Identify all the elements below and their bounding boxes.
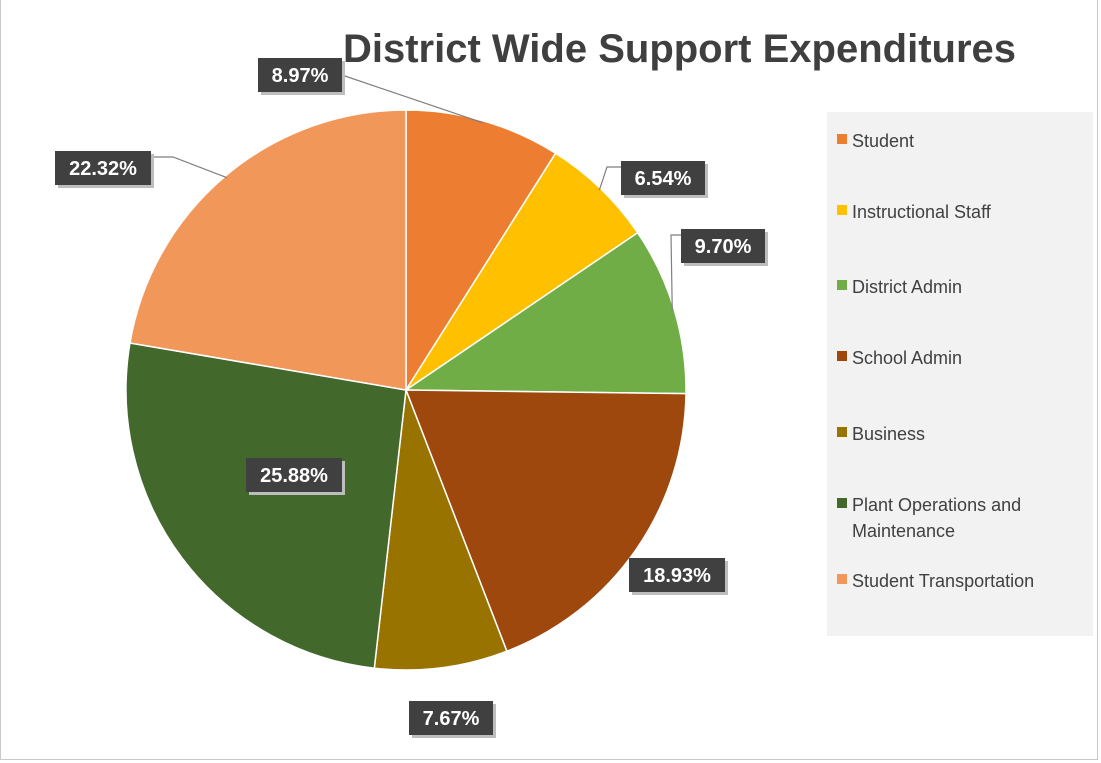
legend-swatch	[837, 351, 847, 361]
legend-item: Business	[837, 421, 1092, 447]
data-label-text: 9.70%	[695, 236, 752, 258]
data-label: 18.93%	[629, 558, 728, 595]
leader-line	[670, 234, 681, 311]
pie-slice-student	[405, 109, 557, 393]
legend-swatch	[837, 574, 847, 584]
legend-swatch	[837, 427, 847, 437]
data-label: 9.70%	[681, 229, 768, 266]
pie-slice-district-admin	[403, 231, 687, 395]
legend: Student Instructional Staff District Admin…	[827, 112, 1093, 636]
data-label: 25.88%	[246, 458, 345, 495]
chart-title: District Wide Support Expenditures	[342, 27, 1017, 71]
data-label-text: 8.97%	[272, 65, 329, 87]
legend-swatch	[837, 205, 847, 215]
leader-line	[151, 156, 227, 179]
data-label-text: 25.88%	[260, 465, 328, 487]
legend-item: Instructional Staff	[837, 199, 1092, 225]
data-label: 8.97%	[258, 58, 345, 95]
legend-item: Student Transportation	[837, 568, 1092, 594]
legend-label: School Admin	[852, 348, 963, 368]
pie-slice-student-transportation	[129, 109, 407, 391]
pie-slice-instructional-staff	[405, 152, 639, 391]
pie-slice-business	[373, 389, 508, 671]
legend-swatch	[837, 134, 847, 144]
legend-label: District Admin	[852, 277, 963, 297]
pie-slice-plant-operations-and-maintenance	[125, 342, 407, 670]
leader-line	[341, 74, 484, 124]
legend-item: School Admin	[837, 345, 1092, 371]
data-label: 6.54%	[621, 161, 708, 198]
legend-item: Plant Operations and Maintenance	[837, 492, 1092, 544]
data-label-text: 22.32%	[69, 158, 137, 180]
data-label-text: 6.54%	[635, 168, 692, 190]
legend-item: District Admin	[837, 274, 1092, 300]
legend-swatch	[837, 280, 847, 290]
data-label-text: 7.67%	[423, 708, 480, 730]
data-label: 22.32%	[55, 151, 154, 188]
legend-label: Student Transportation	[852, 571, 1035, 591]
data-label-text: 18.93%	[643, 565, 711, 587]
legend-label: Instructional Staff	[852, 202, 991, 222]
leader-line	[598, 166, 621, 191]
legend-label: Plant Operations and Maintenance	[852, 495, 1022, 541]
pie-slice-school-admin	[404, 389, 687, 653]
data-label: 7.67%	[409, 701, 496, 738]
legend-item: Student	[837, 128, 1092, 154]
legend-label: Student	[852, 131, 915, 151]
legend-label: Business	[852, 424, 926, 444]
legend-swatch	[837, 498, 847, 508]
